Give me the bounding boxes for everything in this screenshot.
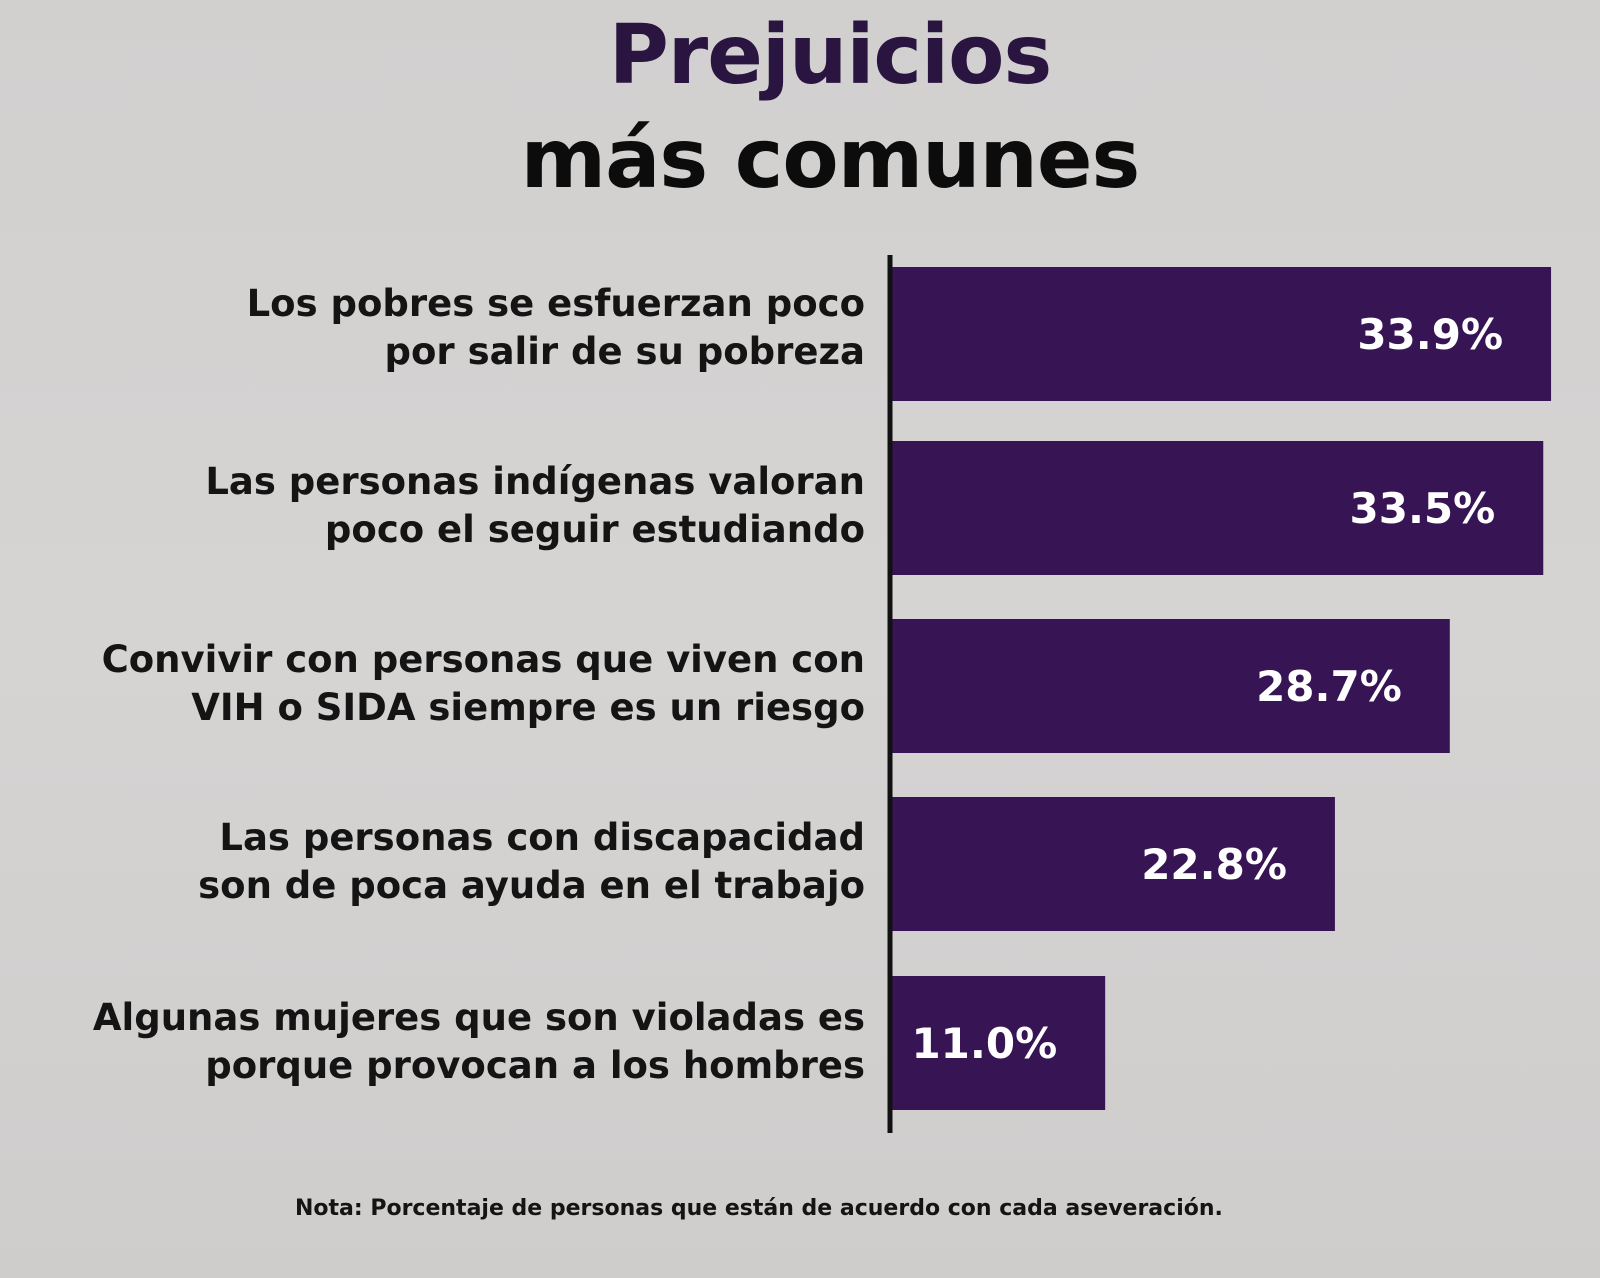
value-label-3: 28.7% (1256, 662, 1402, 711)
value-label-1: 33.9% (1357, 310, 1503, 359)
value-label-2: 33.5% (1350, 484, 1496, 533)
category-label-5: Algunas mujeres que son violadas es porq… (92, 996, 865, 1087)
category-label-4: Las personas con discapacidad son de poc… (198, 816, 865, 907)
category-label-2: Las personas indígenas valoran poco el s… (205, 460, 865, 551)
chart-subtitle: más comunes (520, 112, 1141, 207)
chart-title: Prejuicios (608, 8, 1053, 103)
bar-3 (891, 619, 1450, 753)
bar-4 (891, 797, 1335, 931)
footnote: Nota: Porcentaje de personas que están d… (295, 1196, 1223, 1221)
value-label-4: 22.8% (1141, 840, 1287, 889)
bar-2 (891, 441, 1544, 575)
category-label-1: Los pobres se esfuerzan poco por salir d… (246, 282, 865, 373)
category-label-3: Convivir con personas que viven con VIH … (101, 638, 865, 729)
bar-1 (891, 267, 1552, 401)
value-label-5: 11.0% (911, 1019, 1057, 1068)
bar-5 (891, 976, 1106, 1110)
